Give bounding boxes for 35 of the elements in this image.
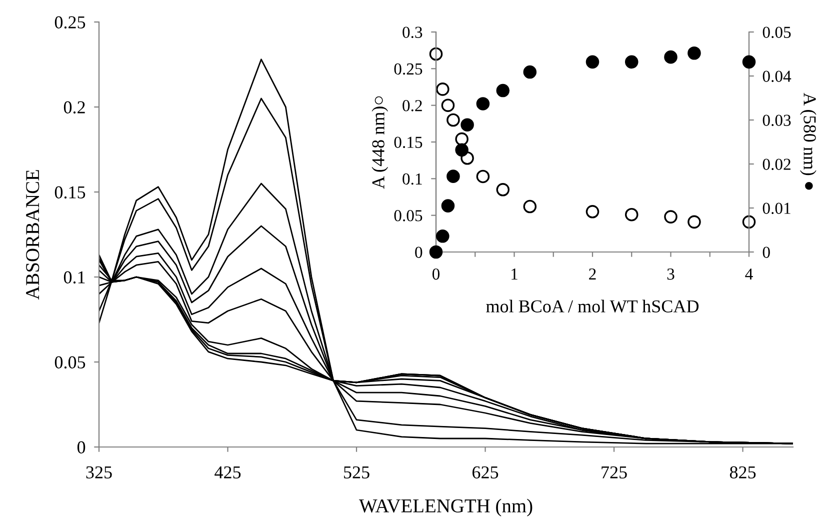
y-tick-label: 0.25 [54,16,86,29]
x-tick-label: 2 [589,268,596,280]
y-axis-title: A (448 nm)○ [372,96,388,189]
x-tick-label: 825 [730,466,756,478]
x-tick-label: 425 [214,466,241,478]
y2-tick-label: 0 [762,246,770,258]
x-tick-label: 625 [472,466,498,478]
y2-tick-label: 0.01 [762,202,790,214]
x-tick-label: 3 [667,268,674,280]
y-tick-label: 0.05 [54,356,86,369]
y-axis-title: ABSORBANCE [26,170,40,300]
y-tick-label: 0.05 [394,210,422,222]
y2-axis-title: A (580 nm) ● [800,92,816,190]
x-axis-title: WAVELENGTH (nm) [358,498,532,516]
y-tick-label: 0.1 [64,271,85,284]
y-tick-label: 0.15 [394,136,422,148]
y-tick-label: 0 [415,246,422,258]
x-tick-label: 325 [86,466,112,478]
y2-tick-label: 0.02 [762,158,790,170]
x-tick-label: 0 [432,268,440,280]
x-tick-label: 525 [344,466,370,478]
y-tick-label: 0 [77,441,86,454]
x-tick-label: 1 [512,268,518,280]
y-tick-label: 0.3 [402,26,422,38]
y2-tick-label: 0.05 [762,26,791,38]
y-tick-label: 0.1 [402,173,422,185]
y-tick-label: 0.25 [394,63,422,75]
x-tick-label: 4 [745,268,753,280]
x-axis-title: mol BCoA / mol WT hSCAD [486,300,699,313]
y-tick-label: 0.15 [54,186,86,199]
x-tick-label: 725 [602,466,627,478]
y-tick-label: 0.2 [402,100,422,112]
y2-tick-label: 0.03 [762,114,791,126]
y2-tick-label: 0.04 [762,70,792,82]
y-tick-label: 0.2 [64,101,85,114]
